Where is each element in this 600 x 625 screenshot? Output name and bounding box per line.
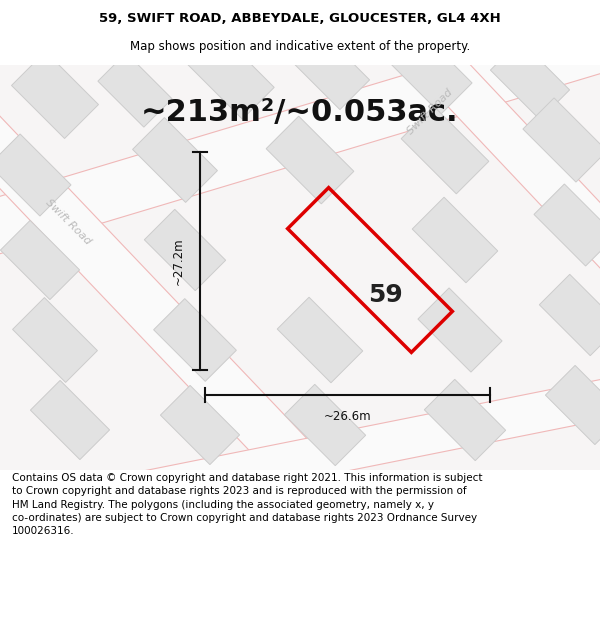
Polygon shape	[401, 106, 489, 194]
Polygon shape	[334, 0, 600, 336]
Polygon shape	[154, 299, 236, 381]
Polygon shape	[160, 386, 239, 464]
Polygon shape	[1, 221, 80, 299]
Polygon shape	[186, 31, 274, 119]
Text: 59, SWIFT ROAD, ABBEYDALE, GLOUCESTER, GL4 4XH: 59, SWIFT ROAD, ABBEYDALE, GLOUCESTER, G…	[99, 12, 501, 25]
Polygon shape	[96, 371, 600, 519]
Text: Swift Road: Swift Road	[406, 88, 455, 137]
Polygon shape	[145, 209, 226, 291]
Polygon shape	[0, 134, 71, 216]
Text: ~26.6m: ~26.6m	[323, 411, 371, 424]
Text: Swift Road: Swift Road	[43, 198, 92, 247]
Polygon shape	[523, 98, 600, 182]
Polygon shape	[424, 379, 506, 461]
Text: ~213m²/~0.053ac.: ~213m²/~0.053ac.	[141, 98, 459, 126]
Polygon shape	[277, 298, 363, 382]
Text: Contains OS data © Crown copyright and database right 2021. This information is : Contains OS data © Crown copyright and d…	[12, 473, 482, 536]
Text: 59: 59	[368, 283, 403, 307]
Polygon shape	[98, 53, 172, 127]
Polygon shape	[412, 198, 498, 282]
Polygon shape	[534, 184, 600, 266]
Polygon shape	[418, 288, 502, 372]
Polygon shape	[11, 51, 98, 139]
Polygon shape	[545, 366, 600, 444]
Polygon shape	[539, 274, 600, 356]
Polygon shape	[266, 116, 354, 204]
Polygon shape	[0, 4, 600, 266]
Text: ~27.2m: ~27.2m	[172, 237, 185, 285]
Polygon shape	[31, 381, 110, 459]
Polygon shape	[0, 82, 368, 538]
Polygon shape	[284, 384, 365, 466]
Polygon shape	[490, 41, 569, 119]
Text: Map shows position and indicative extent of the property.: Map shows position and indicative extent…	[130, 40, 470, 53]
Polygon shape	[133, 118, 217, 202]
Polygon shape	[13, 298, 97, 382]
Polygon shape	[290, 31, 370, 109]
Polygon shape	[388, 30, 472, 114]
